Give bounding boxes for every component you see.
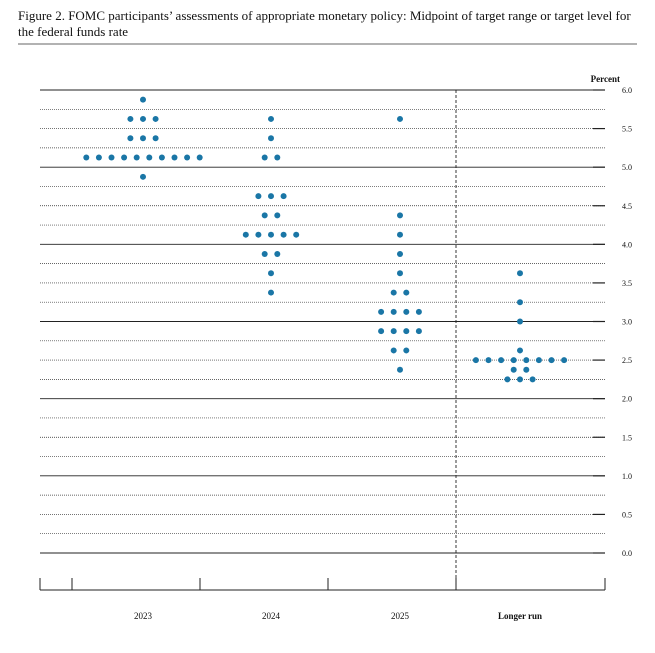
y-tick-label: 4.5: [622, 202, 632, 211]
dot: [268, 289, 274, 296]
dot: [127, 115, 134, 122]
dot: [378, 328, 385, 335]
dot: [280, 231, 287, 238]
dot: [529, 376, 536, 383]
dot: [397, 115, 403, 122]
dot: [127, 135, 134, 142]
x-tick-label: 2025: [391, 611, 410, 621]
dot: [510, 357, 517, 364]
dot: [517, 270, 523, 277]
dot: [403, 289, 410, 296]
dot: [140, 135, 146, 142]
dot: [397, 366, 403, 373]
dot: [523, 366, 530, 373]
dot: [403, 308, 410, 315]
dot: [485, 357, 492, 364]
dot: [268, 231, 274, 238]
dot: [140, 96, 146, 103]
dot: [133, 154, 140, 161]
dot: [158, 154, 165, 161]
dot: [403, 328, 410, 335]
dot: [378, 308, 385, 315]
dot: [510, 366, 517, 373]
dot: [397, 250, 403, 257]
dot: [268, 115, 274, 122]
y-tick-label: 3.0: [622, 318, 632, 327]
dot: [196, 154, 203, 161]
dot: [108, 154, 115, 161]
dot: [121, 154, 128, 161]
dot: [504, 376, 511, 383]
dot: [268, 270, 274, 277]
dot: [152, 115, 159, 122]
y-tick-label: 0.0: [622, 549, 632, 558]
dot: [268, 135, 274, 142]
dot: [523, 357, 530, 364]
dot: [390, 289, 397, 296]
dot: [140, 173, 146, 180]
dot: [146, 154, 153, 161]
dot: [274, 250, 281, 257]
dot: [397, 231, 403, 238]
dot: [561, 357, 568, 364]
dot: [274, 154, 281, 161]
dot: [472, 357, 479, 364]
dot: [95, 154, 102, 161]
x-tick-label: Longer run: [498, 611, 542, 621]
x-tick-label: 2024: [262, 611, 281, 621]
y-tick-label: 1.0: [622, 472, 632, 481]
dot: [83, 154, 90, 161]
dot: [548, 357, 555, 364]
y-tick-label: 2.0: [622, 395, 632, 404]
y-tick-label: 5.0: [622, 163, 632, 172]
dot: [390, 347, 397, 354]
dot: [184, 154, 191, 161]
dot: [242, 231, 249, 238]
dot: [415, 308, 422, 315]
y-tick-label: 0.5: [622, 510, 632, 519]
y-axis-label: Percent: [591, 74, 620, 84]
dot: [171, 154, 178, 161]
dot: [517, 299, 523, 306]
y-tick-label: 2.5: [622, 356, 632, 365]
x-tick-label: 2023: [134, 611, 153, 621]
dot: [261, 212, 268, 219]
chart-title: Figure 2. FOMC participants’ assessments…: [18, 8, 631, 39]
dot: [140, 115, 146, 122]
dot: [415, 328, 422, 335]
y-tick-label: 3.5: [622, 279, 632, 288]
dot: [517, 347, 523, 354]
dot: [390, 328, 397, 335]
dot: [517, 318, 523, 325]
dot: [517, 376, 523, 383]
dot: [397, 212, 403, 219]
dot: [261, 250, 268, 257]
dot: [397, 270, 403, 277]
dot: [535, 357, 542, 364]
dot: [280, 193, 287, 200]
dot: [255, 231, 262, 238]
y-tick-label: 5.5: [622, 125, 632, 134]
y-tick-label: 1.5: [622, 433, 632, 442]
dot: [403, 347, 410, 354]
dot: [274, 212, 281, 219]
dot: [293, 231, 300, 238]
y-tick-label: 6.0: [622, 86, 632, 95]
y-tick-label: 4.0: [622, 240, 632, 249]
dot: [152, 135, 159, 142]
dot: [498, 357, 505, 364]
dot: [390, 308, 397, 315]
dot: [261, 154, 268, 161]
dot: [255, 193, 262, 200]
dot: [268, 193, 274, 200]
